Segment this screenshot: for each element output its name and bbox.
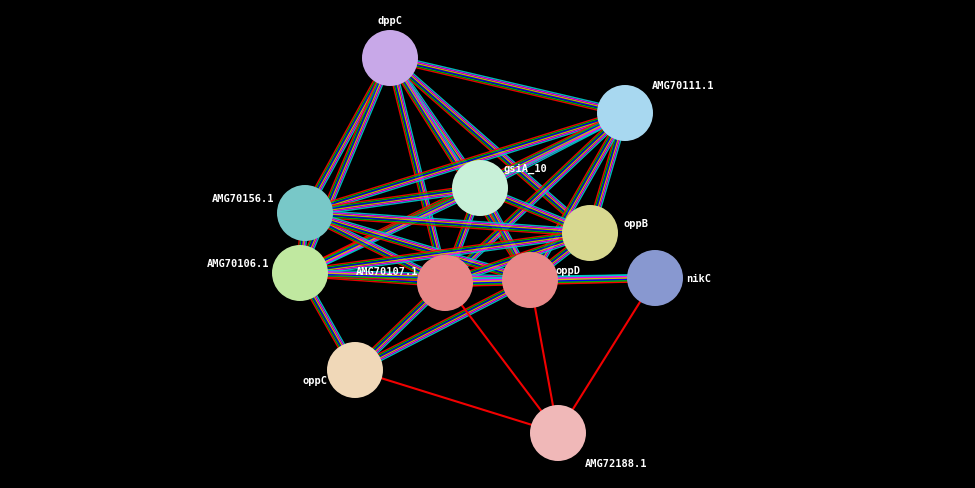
Circle shape [627, 250, 683, 306]
Circle shape [452, 161, 508, 217]
Text: AMG72188.1: AMG72188.1 [585, 458, 647, 468]
Text: oppD: oppD [556, 265, 580, 275]
Circle shape [417, 256, 473, 311]
Circle shape [502, 252, 558, 308]
Circle shape [327, 342, 383, 398]
Circle shape [562, 205, 618, 262]
Circle shape [277, 185, 333, 242]
Text: AMG70111.1: AMG70111.1 [651, 81, 715, 91]
Circle shape [362, 31, 418, 87]
Text: gsiA_10: gsiA_10 [503, 163, 547, 174]
Text: oppB: oppB [623, 219, 648, 228]
Circle shape [272, 245, 328, 302]
Text: dppC: dppC [377, 16, 403, 26]
Text: nikC: nikC [686, 273, 712, 284]
Circle shape [530, 405, 586, 461]
Circle shape [597, 86, 653, 142]
Text: oppC: oppC [302, 375, 328, 385]
Text: AMG70107.1: AMG70107.1 [356, 266, 418, 276]
Text: AMG70156.1: AMG70156.1 [212, 194, 274, 203]
Text: AMG70106.1: AMG70106.1 [207, 259, 269, 268]
